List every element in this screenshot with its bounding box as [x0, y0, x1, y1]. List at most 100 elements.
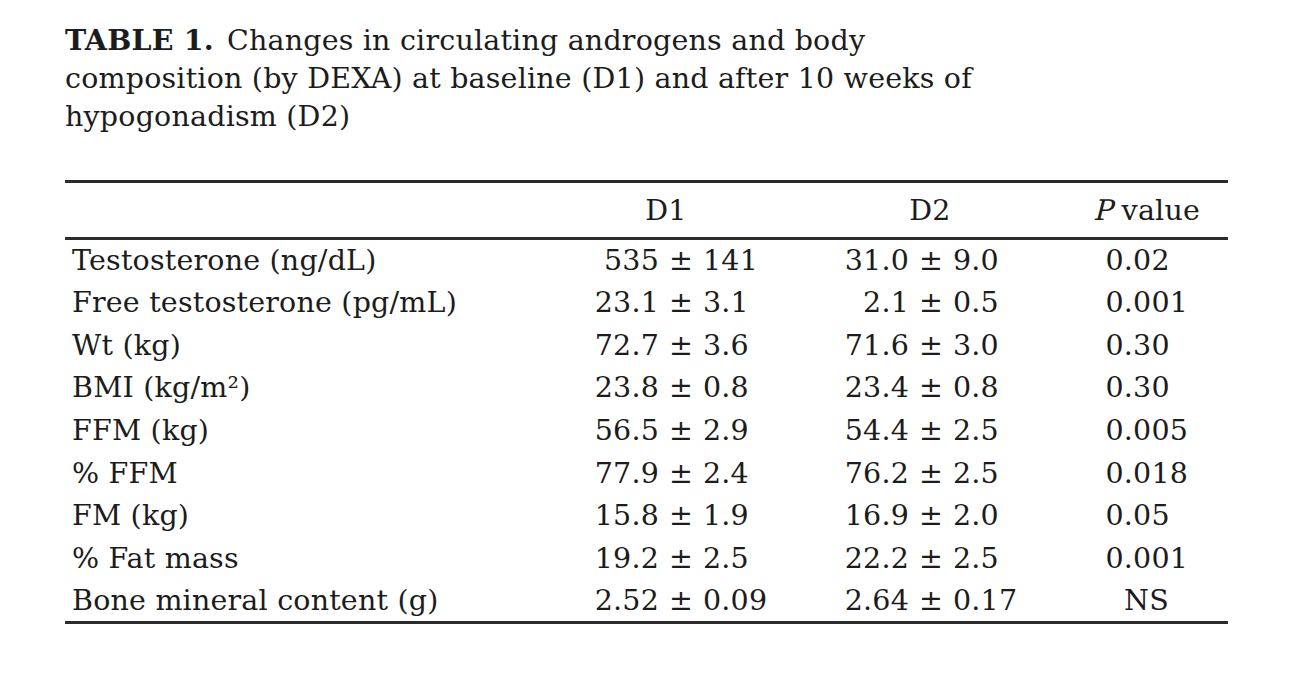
d1-value-cell: 77.9±2.4	[515, 452, 795, 495]
plus-minus-sign: ±	[659, 371, 703, 404]
mean-value: 23.8	[515, 371, 659, 404]
p-value-number: 0.02	[1106, 244, 1188, 277]
plus-minus-sign: ±	[659, 244, 703, 277]
p-value-cell: 0.001	[1065, 537, 1228, 580]
mean-value: 71.6	[795, 329, 909, 362]
caption-table-number: TABLE 1.	[65, 23, 214, 57]
p-value-cell: 0.30	[1065, 324, 1228, 367]
mean-value: 72.7	[515, 329, 659, 362]
mean-value: 22.2	[795, 542, 909, 575]
d2-value-cell: 16.9±2.0	[795, 495, 1065, 538]
plus-minus-sign: ±	[909, 499, 953, 532]
d1-value-cell: 23.8±0.8	[515, 367, 795, 410]
p-value-number: 0.05	[1106, 499, 1188, 532]
d2-value-cell: 22.2±2.5	[795, 537, 1065, 580]
p-value-number: 0.001	[1106, 542, 1188, 575]
caption-line-2: composition (by DEXA) at baseline (D1) a…	[65, 60, 972, 98]
header-row: D1 D2 P value	[65, 182, 1228, 239]
sd-value: 3.0	[953, 329, 999, 362]
sd-value: 0.5	[953, 286, 999, 319]
d2-value-cell: 31.0±9.0	[795, 239, 1065, 282]
d1-value-cell: 2.52±0.09	[515, 580, 795, 623]
caption-title-text: Changes in circulating androgens and bod…	[227, 24, 865, 57]
sd-value: 3.1	[703, 286, 749, 319]
table-row: Free testosterone (pg/mL)23.1±3.12.1±0.5…	[65, 281, 1228, 324]
plus-minus-sign: ±	[659, 457, 703, 490]
table-row: BMI (kg/m²)23.8±0.823.4±0.80.30	[65, 367, 1228, 410]
table-row: % Fat mass19.2±2.522.2±2.50.001	[65, 537, 1228, 580]
sd-value: 0.17	[953, 584, 1017, 617]
mean-value: 2.64	[795, 584, 909, 617]
d1-value-cell: 15.8±1.9	[515, 495, 795, 538]
p-value-number: 0.30	[1106, 329, 1188, 362]
header-p-rest: value	[1122, 194, 1200, 227]
mean-value: 56.5	[515, 414, 659, 447]
mean-value: 76.2	[795, 457, 909, 490]
mean-value: 31.0	[795, 244, 909, 277]
p-value-cell: 0.30	[1065, 367, 1228, 410]
row-label: % FFM	[65, 452, 515, 495]
sd-value: 0.8	[703, 371, 749, 404]
table-row: Testosterone (ng/dL)535±14131.0±9.00.02	[65, 239, 1228, 282]
plus-minus-sign: ±	[909, 371, 953, 404]
plus-minus-sign: ±	[659, 286, 703, 319]
row-label: FM (kg)	[65, 495, 515, 538]
plus-minus-sign: ±	[909, 286, 953, 319]
row-label: Wt (kg)	[65, 324, 515, 367]
row-label: Free testosterone (pg/mL)	[65, 281, 515, 324]
sd-value: 2.0	[953, 499, 999, 532]
sd-value: 141	[703, 244, 758, 277]
sd-value: 2.5	[703, 542, 749, 575]
d1-value-cell: 56.5±2.9	[515, 409, 795, 452]
d1-value-cell: 72.7±3.6	[515, 324, 795, 367]
table-row: Wt (kg)72.7±3.671.6±3.00.30	[65, 324, 1228, 367]
mean-value: 23.4	[795, 371, 909, 404]
results-table: D1 D2 P value Testosterone (ng/dL)535±14…	[65, 180, 1228, 624]
mean-value: 19.2	[515, 542, 659, 575]
mean-value: 2.52	[515, 584, 659, 617]
d2-value-cell: 2.64±0.17	[795, 580, 1065, 623]
d2-value-cell: 23.4±0.8	[795, 367, 1065, 410]
header-d1: D1	[515, 182, 795, 239]
sd-value: 1.9	[703, 499, 749, 532]
plus-minus-sign: ±	[909, 414, 953, 447]
d2-value-cell: 71.6±3.0	[795, 324, 1065, 367]
plus-minus-sign: ±	[659, 542, 703, 575]
row-label: BMI (kg/m²)	[65, 367, 515, 410]
sd-value: 2.4	[703, 457, 749, 490]
p-value-cell: 0.005	[1065, 409, 1228, 452]
p-value-cell: NS	[1065, 580, 1228, 623]
row-label: FFM (kg)	[65, 409, 515, 452]
p-value-number: 0.001	[1106, 286, 1188, 319]
plus-minus-sign: ±	[659, 329, 703, 362]
mean-value: 15.8	[515, 499, 659, 532]
p-value-number: 0.018	[1106, 457, 1188, 490]
table-row: FM (kg)15.8±1.916.9±2.00.05	[65, 495, 1228, 538]
p-value-cell: 0.018	[1065, 452, 1228, 495]
sd-value: 9.0	[953, 244, 999, 277]
plus-minus-sign: ±	[909, 329, 953, 362]
plus-minus-sign: ±	[909, 244, 953, 277]
p-value-cell: 0.05	[1065, 495, 1228, 538]
mean-value: 2.1	[795, 286, 909, 319]
sd-value: 2.5	[953, 457, 999, 490]
sd-value: 2.9	[703, 414, 749, 447]
mean-value: 535	[515, 244, 659, 277]
table-row: Bone mineral content (g)2.52±0.092.64±0.…	[65, 580, 1228, 623]
p-value-number: 0.005	[1106, 414, 1188, 447]
table-row: % FFM77.9±2.476.2±2.50.018	[65, 452, 1228, 495]
p-value-cell: 0.001	[1065, 281, 1228, 324]
plus-minus-sign: ±	[909, 457, 953, 490]
table-body: Testosterone (ng/dL)535±14131.0±9.00.02F…	[65, 239, 1228, 623]
sd-value: 2.5	[953, 414, 999, 447]
mean-value: 54.4	[795, 414, 909, 447]
d2-value-cell: 54.4±2.5	[795, 409, 1065, 452]
mean-value: 77.9	[515, 457, 659, 490]
d1-value-cell: 19.2±2.5	[515, 537, 795, 580]
d2-value-cell: 76.2±2.5	[795, 452, 1065, 495]
plus-minus-sign: ±	[909, 584, 953, 617]
row-label: Testosterone (ng/dL)	[65, 239, 515, 282]
plus-minus-sign: ±	[659, 499, 703, 532]
sd-value: 0.09	[703, 584, 767, 617]
d1-value-cell: 23.1±3.1	[515, 281, 795, 324]
